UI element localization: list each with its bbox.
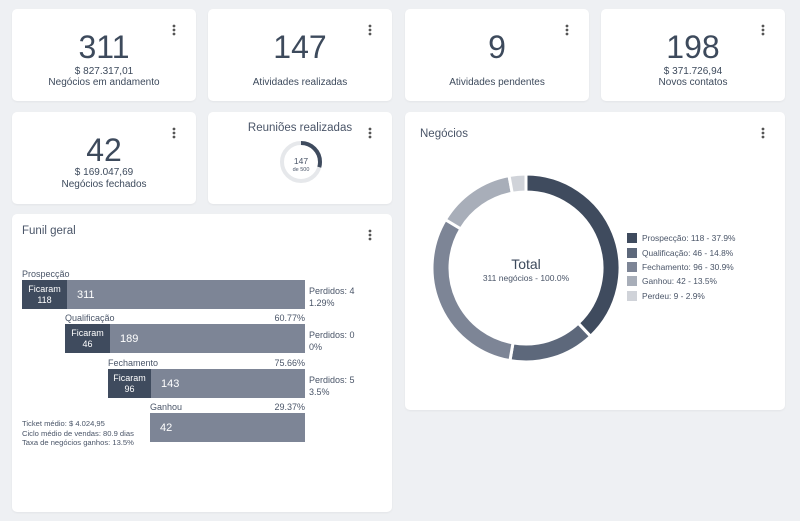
stat-label: Negócios fechados [61, 179, 147, 190]
meetings-title: Reuniões realizadas [247, 122, 353, 134]
stat-amount: $ 371.726,94 [663, 66, 723, 77]
funnel-stage-pct: 29.37% [274, 402, 305, 412]
kebab-menu-icon[interactable] [364, 126, 376, 140]
legend-label: Ganhou: 42 - 13.5% [642, 276, 717, 287]
deals-legend: Prospecção: 118 - 37.9% Qualificação: 46 … [627, 231, 735, 303]
deals-donut-chart [430, 172, 622, 364]
legend-swatch [627, 261, 637, 272]
stat-label: Atividades realizadas [252, 77, 348, 88]
funnel-stage-name: Fechamento [108, 358, 159, 368]
legend-item[interactable]: Ganhou: 42 - 13.5% [627, 274, 735, 288]
stat-value: 147 [273, 29, 327, 65]
legend-swatch [627, 290, 637, 301]
kebab-menu-icon[interactable] [757, 23, 769, 37]
stat-card-negocios-andamento: 311 $ 827.317,01 Negócios em andamento [12, 9, 196, 101]
meetings-value: 147 [293, 156, 309, 166]
funnel-bar: 311 [67, 280, 305, 309]
stay-word: Ficaram [71, 327, 104, 338]
taxa-ganhos: Taxa de negócios ganhos: 13.5% [22, 438, 134, 447]
funnel-total: 189 [120, 332, 139, 345]
legend-item[interactable]: Prospecção: 118 - 37.9% [627, 231, 735, 245]
stay-value: 118 [37, 294, 52, 305]
meetings-gauge [280, 141, 322, 183]
stay-word: Ficaram [28, 283, 61, 294]
meetings-of-label: de 500 [292, 167, 310, 173]
legend-item[interactable]: Perdeu: 9 - 2.9% [627, 289, 735, 303]
funnel-footer: Ticket médio: $ 4.024,95 Ciclo médio de … [22, 419, 134, 448]
funnel-bar: 189 [110, 324, 305, 353]
stay-value: 96 [124, 383, 135, 394]
funnel-stage-pct: 60.77% [274, 313, 305, 323]
ciclo-medio: Ciclo médio de vendas: 80.9 dias [22, 428, 134, 438]
lost-count: Perdidos: 4 [309, 286, 355, 296]
legend-label: Qualificação: 46 - 14.8% [642, 247, 734, 258]
kebab-menu-icon[interactable] [364, 23, 376, 37]
legend-item[interactable]: Qualificação: 46 - 14.8% [627, 245, 735, 259]
donut-center-sub: 311 negócios - 100.0% [482, 273, 570, 283]
legend-label: Fechamento: 96 - 30.9% [642, 261, 734, 272]
stay-word: Ficaram [113, 372, 146, 383]
kebab-menu-icon[interactable] [168, 23, 180, 37]
funnel-stage-pct: 75.66% [274, 358, 305, 368]
legend-label: Perdeu: 9 - 2.9% [642, 290, 705, 301]
kebab-menu-icon[interactable] [364, 228, 376, 242]
funnel-bar: 143 [151, 369, 305, 398]
kebab-menu-icon[interactable] [168, 126, 180, 140]
funnel-stay-block: Ficaram 46 [65, 324, 110, 353]
funnel-total: 143 [161, 377, 180, 390]
kebab-menu-icon[interactable] [757, 126, 769, 140]
funnel-title: Funil geral [22, 225, 76, 237]
stat-label: Negócios em andamento [48, 77, 160, 88]
funnel-total: 311 [77, 288, 95, 301]
lost-pct: 0% [309, 342, 323, 352]
stat-label: Atividades pendentes [449, 77, 545, 88]
donut-slice-4[interactable] [507, 172, 528, 195]
stat-value: 198 [666, 29, 720, 65]
stat-card-atividades-realizadas: 147 Atividades realizadas [208, 9, 392, 101]
meetings-card: Reuniões realizadas 147 de 500 [208, 112, 392, 204]
funnel-stage-name: Qualificação [65, 313, 115, 323]
funnel-total: 42 [160, 421, 173, 434]
lost-count: Perdidos: 0 [309, 330, 355, 340]
stat-amount: $ 169.047,69 [74, 167, 134, 178]
stat-amount: $ 827.317,01 [74, 66, 134, 77]
funnel-lost: Perdidos: 4 1.29% [309, 285, 355, 309]
lost-pct: 3.5% [309, 387, 330, 397]
donut-slice-2[interactable] [430, 217, 515, 363]
deals-card: Negócios Total 311 negócios - 100.0% Pro… [405, 112, 785, 410]
funnel-stage-name: Prospecção [22, 269, 70, 279]
funnel-stay-block: Ficaram 96 [108, 369, 151, 398]
donut-center-title: Total [511, 256, 541, 272]
deals-title: Negócios [420, 128, 468, 140]
funnel-card: Funil geral Prospecção Ficaram 118 311 P… [12, 214, 392, 512]
legend-swatch [627, 276, 637, 287]
lost-pct: 1.29% [309, 298, 335, 308]
stay-value: 46 [82, 338, 93, 349]
stat-value: 9 [488, 29, 506, 65]
legend-swatch [627, 233, 637, 244]
funnel-stage-name: Ganhou [150, 402, 183, 412]
legend-item[interactable]: Fechamento: 96 - 30.9% [627, 260, 735, 274]
stat-label: Novos contatos [658, 77, 728, 88]
funnel-lost: Perdidos: 0 0% [309, 329, 355, 353]
stat-card-novos-contatos: 198 $ 371.726,94 Novos contatos [601, 9, 785, 101]
lost-count: Perdidos: 5 [309, 375, 355, 385]
stat-card-negocios-fechados: 42 $ 169.047,69 Negócios fechados [12, 112, 196, 204]
legend-label: Prospecção: 118 - 37.9% [642, 233, 736, 244]
funnel-lost: Perdidos: 5 3.5% [309, 374, 355, 398]
stat-value: 42 [86, 132, 122, 168]
stat-card-atividades-pendentes: 9 Atividades pendentes [405, 9, 589, 101]
kebab-menu-icon[interactable] [561, 23, 573, 37]
donut-slice-3[interactable] [443, 173, 515, 231]
funnel-bar: 42 [150, 413, 305, 442]
legend-swatch [627, 247, 637, 258]
ticket-medio: Ticket médio: $ 4.024,95 [22, 419, 105, 428]
stat-value: 311 [78, 29, 130, 65]
donut-slice-1[interactable] [508, 321, 593, 364]
funnel-stay-block: Ficaram 118 [22, 280, 67, 309]
